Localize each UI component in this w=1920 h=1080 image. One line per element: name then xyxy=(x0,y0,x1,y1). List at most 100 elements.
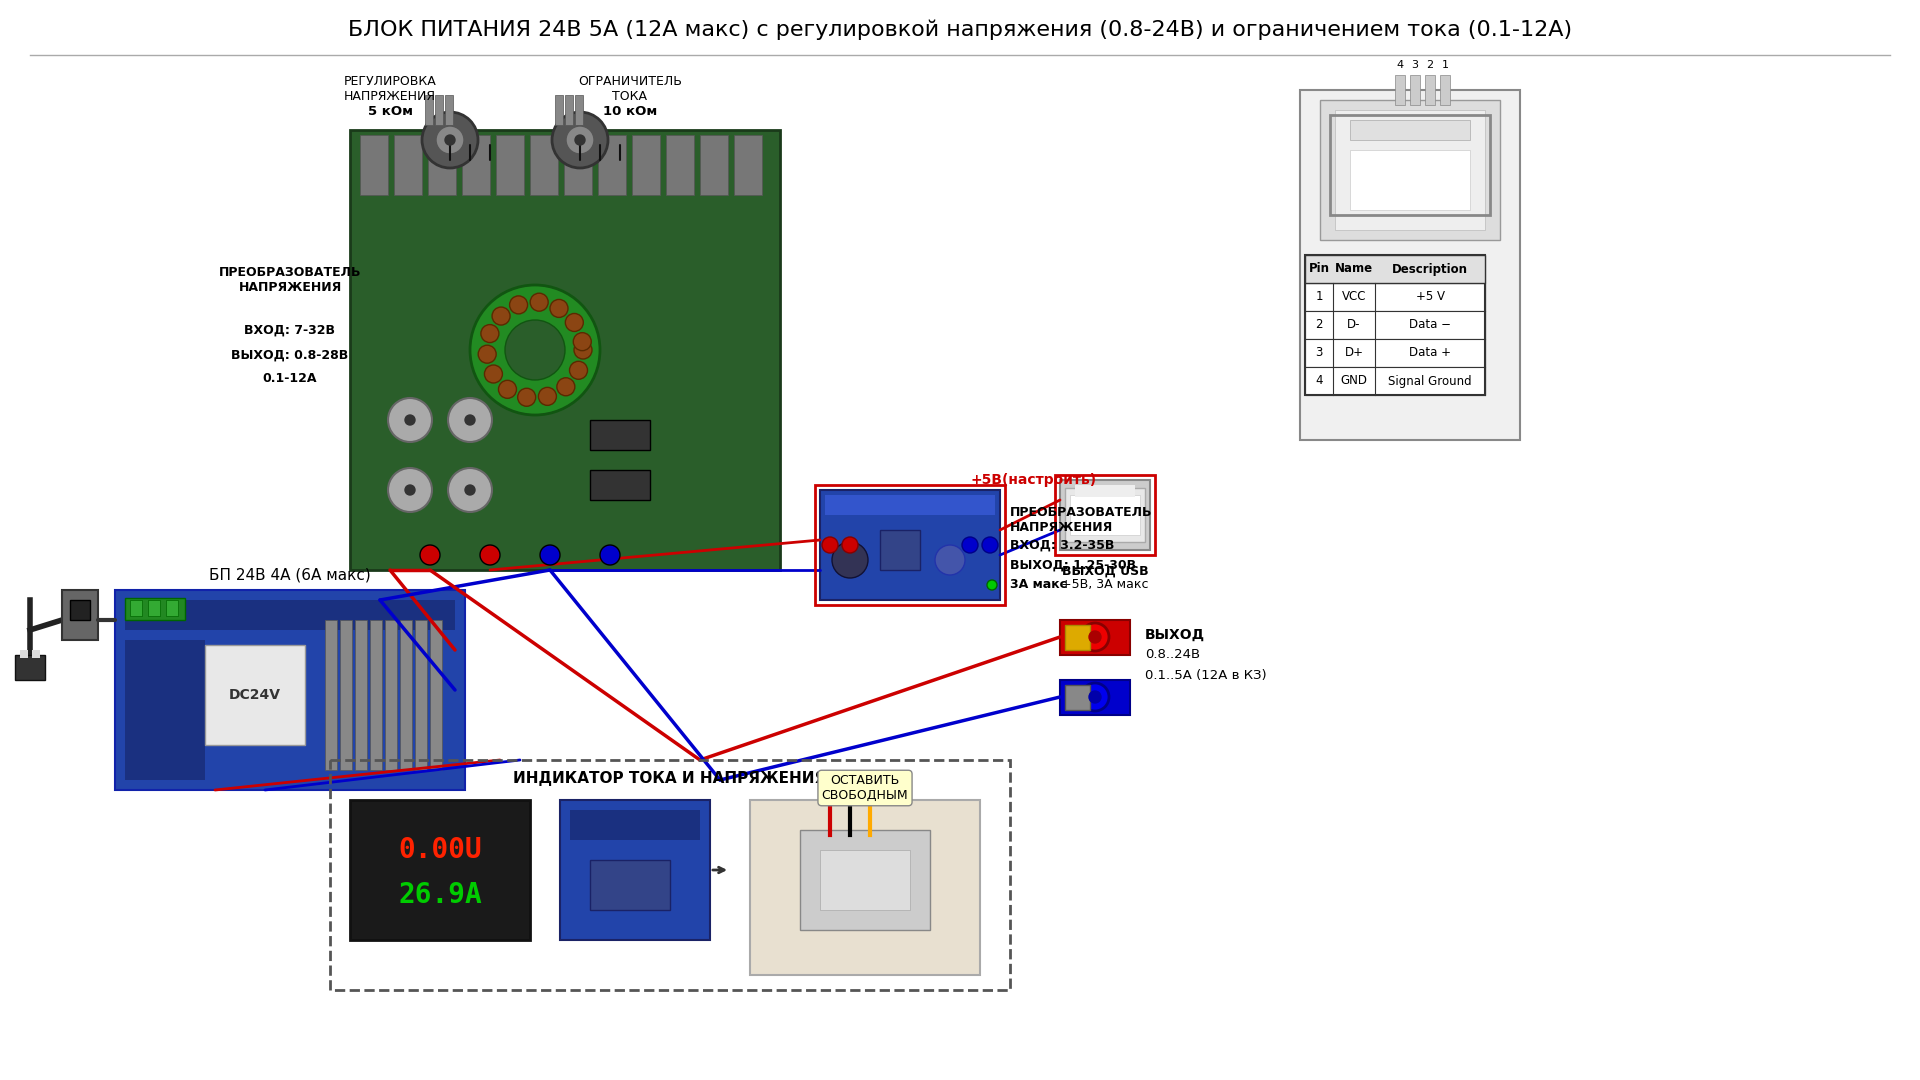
Bar xyxy=(632,135,660,195)
Text: 0.1..5А (12А в КЗ): 0.1..5А (12А в КЗ) xyxy=(1144,669,1267,681)
Text: 4: 4 xyxy=(1396,60,1404,70)
Circle shape xyxy=(1089,631,1100,643)
Bar xyxy=(340,620,351,770)
Bar xyxy=(1060,680,1131,715)
Bar xyxy=(570,810,701,840)
Text: 3: 3 xyxy=(1411,60,1419,70)
Bar xyxy=(733,135,762,195)
Bar xyxy=(564,95,572,125)
Bar xyxy=(801,831,929,930)
Circle shape xyxy=(557,378,574,395)
Text: ВХОД: 7-32В: ВХОД: 7-32В xyxy=(244,324,336,337)
Text: ОСТАВИТЬ
СВОБОДНЫМ: ОСТАВИТЬ СВОБОДНЫМ xyxy=(822,774,908,802)
Bar xyxy=(751,800,979,975)
Text: 2: 2 xyxy=(1427,60,1434,70)
Circle shape xyxy=(962,537,977,553)
Text: 4: 4 xyxy=(1315,375,1323,388)
Text: 10 кОм: 10 кОм xyxy=(603,105,657,118)
Bar xyxy=(826,495,995,515)
Bar xyxy=(1066,685,1091,710)
Circle shape xyxy=(447,399,492,442)
Bar xyxy=(33,650,40,658)
Bar xyxy=(1331,114,1490,215)
Circle shape xyxy=(422,112,478,168)
Circle shape xyxy=(843,537,858,553)
Bar xyxy=(148,600,159,616)
Text: 0.1-12А: 0.1-12А xyxy=(263,372,317,384)
Text: ВХОД: 3.2-35В: ВХОД: 3.2-35В xyxy=(1010,539,1114,552)
Circle shape xyxy=(470,285,599,415)
Bar xyxy=(1396,75,1405,105)
Bar xyxy=(125,640,205,780)
Circle shape xyxy=(388,399,432,442)
Circle shape xyxy=(574,135,586,145)
Bar xyxy=(574,95,584,125)
Circle shape xyxy=(564,313,584,332)
Circle shape xyxy=(405,415,415,426)
Text: D-: D- xyxy=(1348,319,1361,332)
Text: ПРЕОБРАЗОВАТЕЛЬ
НАПРЯЖЕНИЯ: ПРЕОБРАЗОВАТЕЛЬ НАПРЯЖЕНИЯ xyxy=(1010,507,1152,534)
Text: БП 24В 4А (6А макс): БП 24В 4А (6А макс) xyxy=(209,567,371,582)
Text: GND: GND xyxy=(1340,375,1367,388)
Bar xyxy=(589,420,651,450)
Text: +5 V: +5 V xyxy=(1415,291,1444,303)
Bar xyxy=(1060,480,1150,550)
Bar xyxy=(69,600,90,620)
Bar xyxy=(386,620,397,770)
Text: 1: 1 xyxy=(1442,60,1448,70)
Bar xyxy=(1060,620,1131,654)
Text: 5 кОм: 5 кОм xyxy=(367,105,413,118)
Text: ВЫХОД: ВЫХОД xyxy=(1144,627,1206,642)
Circle shape xyxy=(447,468,492,512)
Bar xyxy=(330,760,1010,990)
Circle shape xyxy=(492,307,511,325)
Circle shape xyxy=(1089,691,1100,703)
Text: D+: D+ xyxy=(1344,347,1363,360)
Text: 26.9A: 26.9A xyxy=(397,881,482,909)
Bar xyxy=(125,600,455,630)
Bar xyxy=(371,620,382,770)
Bar xyxy=(589,470,651,500)
Text: 3А макс: 3А макс xyxy=(1010,579,1068,592)
Text: ОГРАНИЧИТЕЛЬ
ТОКА: ОГРАНИЧИТЕЛЬ ТОКА xyxy=(578,75,682,103)
Bar xyxy=(19,650,29,658)
Text: ВЫХОД: 0.8-28В: ВЫХОД: 0.8-28В xyxy=(232,349,349,362)
Bar xyxy=(1425,75,1434,105)
Bar xyxy=(349,130,780,570)
Text: 0.8..24В: 0.8..24В xyxy=(1144,648,1200,661)
Circle shape xyxy=(538,388,557,405)
Bar xyxy=(125,598,184,620)
Text: РЕГУЛИРОВКА
НАПРЯЖЕНИЯ: РЕГУЛИРОВКА НАПРЯЖЕНИЯ xyxy=(344,75,436,103)
Bar xyxy=(1350,150,1471,210)
Bar xyxy=(1306,255,1484,395)
Bar xyxy=(1306,283,1484,311)
Bar xyxy=(205,645,305,745)
Circle shape xyxy=(553,112,609,168)
Text: VCC: VCC xyxy=(1342,291,1367,303)
Bar xyxy=(15,654,44,680)
Bar xyxy=(436,95,444,125)
Bar xyxy=(165,600,179,616)
Bar xyxy=(1075,485,1135,497)
Bar xyxy=(361,135,388,195)
Circle shape xyxy=(445,135,455,145)
Circle shape xyxy=(465,485,474,495)
Bar xyxy=(1066,625,1091,650)
Bar xyxy=(394,135,422,195)
Bar xyxy=(1350,120,1471,140)
Text: +5В(настроить): +5В(настроить) xyxy=(970,473,1096,487)
Circle shape xyxy=(566,126,593,154)
Circle shape xyxy=(388,468,432,512)
Bar xyxy=(814,485,1004,605)
Bar xyxy=(820,490,1000,600)
Text: ВЫХОД USB: ВЫХОД USB xyxy=(1062,565,1148,578)
Circle shape xyxy=(981,537,998,553)
Bar xyxy=(415,620,426,770)
Text: Signal Ground: Signal Ground xyxy=(1388,375,1473,388)
Bar xyxy=(589,860,670,910)
Bar xyxy=(1300,90,1521,440)
Circle shape xyxy=(505,320,564,380)
Bar xyxy=(561,800,710,940)
Circle shape xyxy=(574,341,591,359)
Text: ПРЕОБРАЗОВАТЕЛЬ
НАПРЯЖЕНИЯ: ПРЕОБРАЗОВАТЕЛЬ НАПРЯЖЕНИЯ xyxy=(219,266,361,294)
